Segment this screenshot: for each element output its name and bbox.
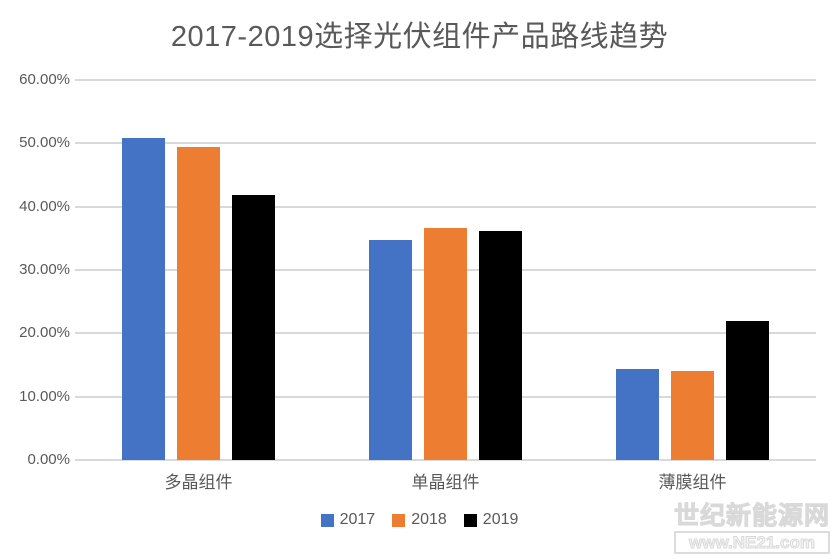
y-axis-tick-labels: 0.00% 10.00% 20.00% 30.00% 40.00% 50.00% 60.00… bbox=[0, 0, 70, 559]
y-tick-label: 40.00% bbox=[19, 197, 70, 215]
bar-group-2 bbox=[322, 80, 569, 460]
legend-swatch-icon bbox=[392, 513, 406, 527]
bar-2017-单晶组件 bbox=[369, 239, 412, 460]
x-axis-category-labels: 多晶组件 单晶组件 薄膜组件 bbox=[75, 468, 816, 493]
category-label: 单晶组件 bbox=[411, 473, 480, 492]
legend-label: 2017 bbox=[339, 511, 376, 528]
bar-group-1 bbox=[75, 80, 322, 460]
y-tick-label: 60.00% bbox=[19, 71, 70, 88]
watermark-site-name: 世纪新能源网 bbox=[673, 502, 830, 530]
watermark: 世纪新能源网 www.NE21.com bbox=[673, 502, 830, 554]
gridline-50 bbox=[75, 142, 816, 145]
y-tick-label: 10.00% bbox=[19, 387, 70, 405]
y-tick-label: 0.00% bbox=[27, 451, 70, 468]
legend-item-2017: 2017 bbox=[320, 511, 376, 529]
legend: 2017 2018 2019 bbox=[0, 511, 839, 529]
gridline-0 bbox=[75, 459, 816, 461]
legend-item-2018: 2018 bbox=[392, 511, 447, 529]
bar-2018-多晶组件 bbox=[177, 147, 220, 460]
gridline-60 bbox=[75, 79, 816, 81]
bar-2019-单晶组件 bbox=[479, 230, 522, 460]
bar-2019-薄膜组件 bbox=[726, 320, 769, 460]
legend-swatch-icon bbox=[463, 513, 477, 527]
gridline-40 bbox=[75, 205, 816, 208]
bar-groups bbox=[75, 80, 816, 460]
bar-2017-薄膜组件 bbox=[616, 368, 659, 460]
y-tick-label: 20.00% bbox=[19, 324, 70, 342]
legend-swatch-icon bbox=[320, 513, 334, 527]
bar-group-3 bbox=[569, 80, 816, 460]
plot-area bbox=[75, 79, 816, 461]
legend-label: 2019 bbox=[482, 511, 519, 528]
bar-2017-多晶组件 bbox=[122, 138, 165, 460]
y-tick-label: 30.00% bbox=[19, 261, 70, 278]
bar-2018-薄膜组件 bbox=[671, 371, 714, 460]
legend-item-2019: 2019 bbox=[463, 511, 519, 529]
y-tick-label: 50.00% bbox=[19, 134, 70, 152]
legend-label: 2018 bbox=[411, 511, 447, 528]
category-label: 薄膜组件 bbox=[658, 473, 727, 492]
bar-2019-多晶组件 bbox=[232, 195, 275, 460]
bar-2018-单晶组件 bbox=[424, 228, 467, 460]
chart-title: 2017-2019选择光伏组件产品路线趋势 bbox=[170, 21, 669, 53]
watermark-url: www.NE21.com bbox=[673, 531, 830, 554]
category-label: 多晶组件 bbox=[164, 473, 233, 492]
